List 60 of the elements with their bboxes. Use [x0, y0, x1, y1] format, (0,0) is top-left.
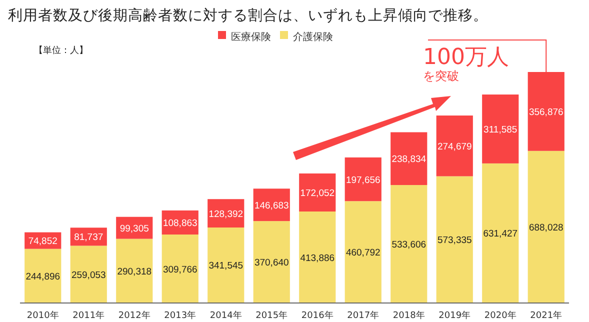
x-tick-label: 2020年: [484, 310, 516, 321]
data-label: 238,834: [392, 154, 426, 166]
data-label: 99,305: [120, 223, 149, 234]
bar: [70, 246, 107, 303]
x-tick-label: 2017年: [347, 310, 380, 321]
text: 100万人: [423, 45, 509, 70]
x-tick-label: 2016年: [301, 310, 334, 321]
x-tick-label: 2019年: [438, 310, 471, 321]
bar: [528, 72, 564, 151]
x-tick-label: 2015年: [256, 310, 288, 321]
data-label: 341,545: [208, 260, 244, 272]
bar: [436, 116, 473, 176]
bar: [482, 163, 519, 303]
data-label: 309,766: [162, 264, 198, 276]
x-tick-label: 2013年: [164, 310, 196, 321]
bar: [208, 227, 244, 303]
data-label: 356,876: [528, 106, 564, 118]
data-label: 259,053: [71, 270, 106, 281]
data-label: 460,792: [346, 248, 380, 259]
x-tick-label: 2018年: [392, 310, 425, 321]
bar: [24, 248, 62, 303]
bar: [299, 212, 336, 303]
x-tick-label: 2010年: [26, 310, 59, 321]
bar: [344, 201, 382, 303]
bar: [436, 176, 473, 303]
data-label: 533,606: [392, 240, 426, 251]
data-label: 573,335: [437, 235, 472, 246]
bar: [344, 157, 382, 202]
data-label: 108,863: [162, 218, 198, 229]
data-label: 311,585: [484, 124, 518, 136]
data-label: 688,028: [528, 222, 564, 234]
x-tick-label: 2012年: [118, 310, 150, 321]
data-label: 244,896: [26, 271, 60, 282]
data-label: 274,679: [437, 141, 472, 152]
data-label: 128,392: [208, 208, 244, 220]
x-tick-label: 2014年: [210, 310, 242, 321]
data-label: 146,683: [254, 200, 289, 212]
legend-label: 医療保険: [231, 31, 271, 43]
bar: [162, 234, 198, 303]
bar: [390, 185, 428, 303]
data-label: 413,886: [300, 252, 335, 264]
x-tick-label: 2021年: [530, 310, 562, 321]
x-tick-label: 2011年: [72, 310, 105, 321]
data-label: 172,052: [300, 188, 335, 199]
text: 【単位：人】: [34, 45, 88, 56]
chart-title: 利用者数及び後期高齢者数に対する割合は、いずれも上昇傾向で推移。: [8, 7, 488, 24]
data-label: 370,640: [254, 258, 289, 269]
bar: [528, 150, 564, 303]
bar: [390, 132, 428, 186]
bar: [253, 221, 290, 303]
data-label: 74,852: [28, 236, 58, 248]
data-label: 631,427: [483, 228, 518, 240]
legend-label: 介護保険: [293, 31, 333, 43]
data-label: 197,656: [346, 174, 380, 186]
data-label: 81,737: [74, 232, 104, 244]
bar: [482, 94, 519, 164]
bar: [299, 173, 336, 212]
data-label: 290,318: [117, 266, 152, 278]
bar: [116, 238, 153, 303]
annotation: を突破: [423, 69, 459, 83]
